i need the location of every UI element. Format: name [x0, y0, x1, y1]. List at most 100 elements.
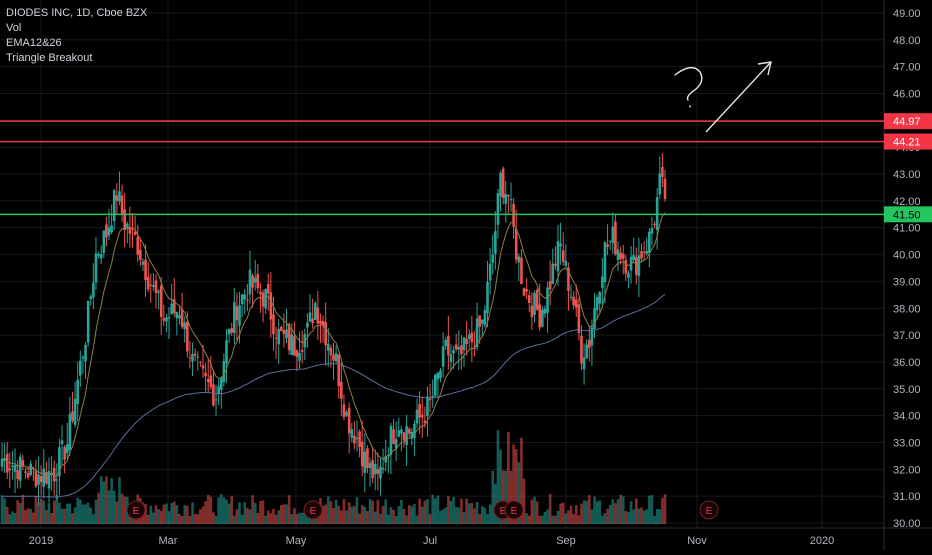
candle-body[interactable] — [222, 361, 226, 383]
candle-body[interactable] — [342, 404, 346, 417]
candle-body[interactable] — [585, 344, 588, 359]
candle-body[interactable] — [634, 256, 638, 275]
candle-body[interactable] — [632, 254, 635, 261]
candle-body[interactable] — [520, 257, 523, 285]
candle-body[interactable] — [444, 339, 448, 347]
candle-body[interactable] — [125, 223, 129, 228]
candle-body[interactable] — [397, 430, 401, 437]
candle-body[interactable] — [152, 285, 155, 287]
candle-body[interactable] — [217, 386, 220, 394]
candle-body[interactable] — [478, 315, 481, 327]
candle-body[interactable] — [413, 423, 416, 438]
candle-body[interactable] — [136, 237, 140, 255]
candle-body[interactable] — [543, 308, 547, 314]
candle-body[interactable] — [486, 282, 489, 314]
candle-body[interactable] — [608, 240, 612, 242]
candle-body[interactable] — [279, 326, 283, 332]
candle-body[interactable] — [102, 230, 106, 253]
candle-body[interactable] — [548, 281, 552, 290]
candle-body[interactable] — [457, 347, 461, 350]
candle-body[interactable] — [347, 407, 351, 434]
candle-body[interactable] — [512, 203, 515, 227]
candle-body[interactable] — [645, 250, 649, 254]
candle-body[interactable] — [29, 463, 33, 475]
candle-body[interactable] — [441, 346, 445, 367]
candle-body[interactable] — [0, 458, 4, 467]
candle-body[interactable] — [26, 472, 30, 478]
candle-body[interactable] — [462, 337, 466, 351]
candle-body[interactable] — [496, 193, 500, 225]
candle-body[interactable] — [400, 429, 403, 434]
candle-body[interactable] — [541, 309, 544, 327]
candle-body[interactable] — [517, 256, 521, 263]
candle-body[interactable] — [188, 357, 192, 359]
candle-body[interactable] — [89, 296, 93, 300]
candle-body[interactable] — [389, 425, 393, 455]
candle-body[interactable] — [334, 353, 338, 362]
earnings-marker[interactable] — [303, 500, 323, 520]
candle-body[interactable] — [154, 280, 158, 294]
candle-body[interactable] — [551, 263, 555, 284]
indicator-vol[interactable]: Vol — [6, 22, 22, 34]
candle-body[interactable] — [467, 334, 471, 339]
candle-body[interactable] — [225, 340, 228, 364]
candle-body[interactable] — [37, 474, 40, 485]
candle-body[interactable] — [658, 173, 662, 195]
candle-body[interactable] — [285, 329, 288, 339]
candle-body[interactable] — [363, 451, 367, 473]
candle-body[interactable] — [172, 299, 176, 314]
candle-body[interactable] — [418, 403, 421, 418]
candle-body[interactable] — [499, 172, 502, 197]
candle-body[interactable] — [300, 349, 304, 352]
candle-body[interactable] — [42, 468, 46, 487]
candle-body[interactable] — [45, 472, 48, 484]
candle-body[interactable] — [290, 334, 294, 355]
candle-body[interactable] — [133, 231, 137, 236]
candle-body[interactable] — [274, 337, 278, 339]
candle-body[interactable] — [272, 314, 275, 335]
candle-body[interactable] — [415, 409, 419, 424]
candle-body[interactable] — [39, 476, 43, 483]
candle-body[interactable] — [13, 465, 17, 472]
candle-body[interactable] — [34, 470, 38, 487]
candle-body[interactable] — [373, 463, 377, 475]
candle-body[interactable] — [663, 178, 667, 200]
candle-body[interactable] — [298, 352, 301, 361]
candle-body[interactable] — [648, 231, 651, 253]
candle-body[interactable] — [637, 255, 641, 277]
candle-body[interactable] — [601, 276, 604, 288]
candle-body[interactable] — [209, 375, 213, 388]
candle-body[interactable] — [329, 347, 333, 356]
candle-body[interactable] — [282, 330, 286, 334]
candle-body[interactable] — [5, 453, 9, 473]
candle-body[interactable] — [525, 289, 528, 292]
candle-body[interactable] — [533, 292, 536, 315]
candle-body[interactable] — [266, 283, 270, 294]
candle-body[interactable] — [447, 335, 450, 356]
candle-body[interactable] — [371, 460, 374, 479]
candle-body[interactable] — [16, 470, 19, 480]
candle-body[interactable] — [598, 291, 602, 304]
candle-body[interactable] — [567, 267, 570, 291]
candle-body[interactable] — [170, 303, 173, 315]
candle-body[interactable] — [488, 263, 492, 281]
candle-body[interactable] — [580, 335, 583, 364]
candle-body[interactable] — [246, 299, 249, 301]
candle-body[interactable] — [431, 395, 434, 398]
candle-body[interactable] — [340, 381, 343, 399]
candle-body[interactable] — [564, 260, 568, 267]
candle-body[interactable] — [3, 458, 6, 461]
candle-body[interactable] — [546, 287, 549, 313]
candle-body[interactable] — [321, 320, 325, 326]
candle-body[interactable] — [475, 318, 479, 348]
candle-body[interactable] — [593, 307, 596, 329]
candle-body[interactable] — [452, 350, 455, 354]
candle-body[interactable] — [128, 226, 132, 234]
candle-body[interactable] — [387, 454, 390, 456]
candle-body[interactable] — [199, 361, 202, 363]
candle-body[interactable] — [162, 318, 166, 321]
candle-body[interactable] — [554, 263, 557, 266]
candle-body[interactable] — [514, 229, 518, 260]
candle-body[interactable] — [193, 353, 197, 356]
candle-body[interactable] — [611, 226, 615, 244]
